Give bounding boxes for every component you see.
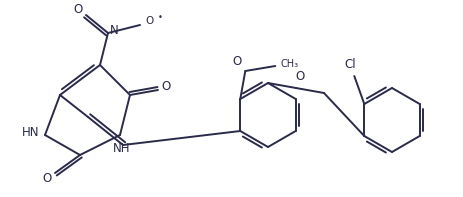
Text: O: O (73, 3, 82, 16)
Text: Cl: Cl (344, 58, 356, 71)
Text: O: O (162, 80, 171, 93)
Text: O: O (295, 70, 305, 83)
Text: NH: NH (113, 142, 131, 155)
Text: •: • (157, 12, 163, 21)
Text: HN: HN (22, 126, 40, 139)
Text: N: N (110, 23, 119, 36)
Text: O: O (233, 55, 242, 68)
Text: CH₃: CH₃ (280, 59, 298, 69)
Text: O: O (146, 16, 154, 26)
Text: O: O (43, 173, 52, 186)
